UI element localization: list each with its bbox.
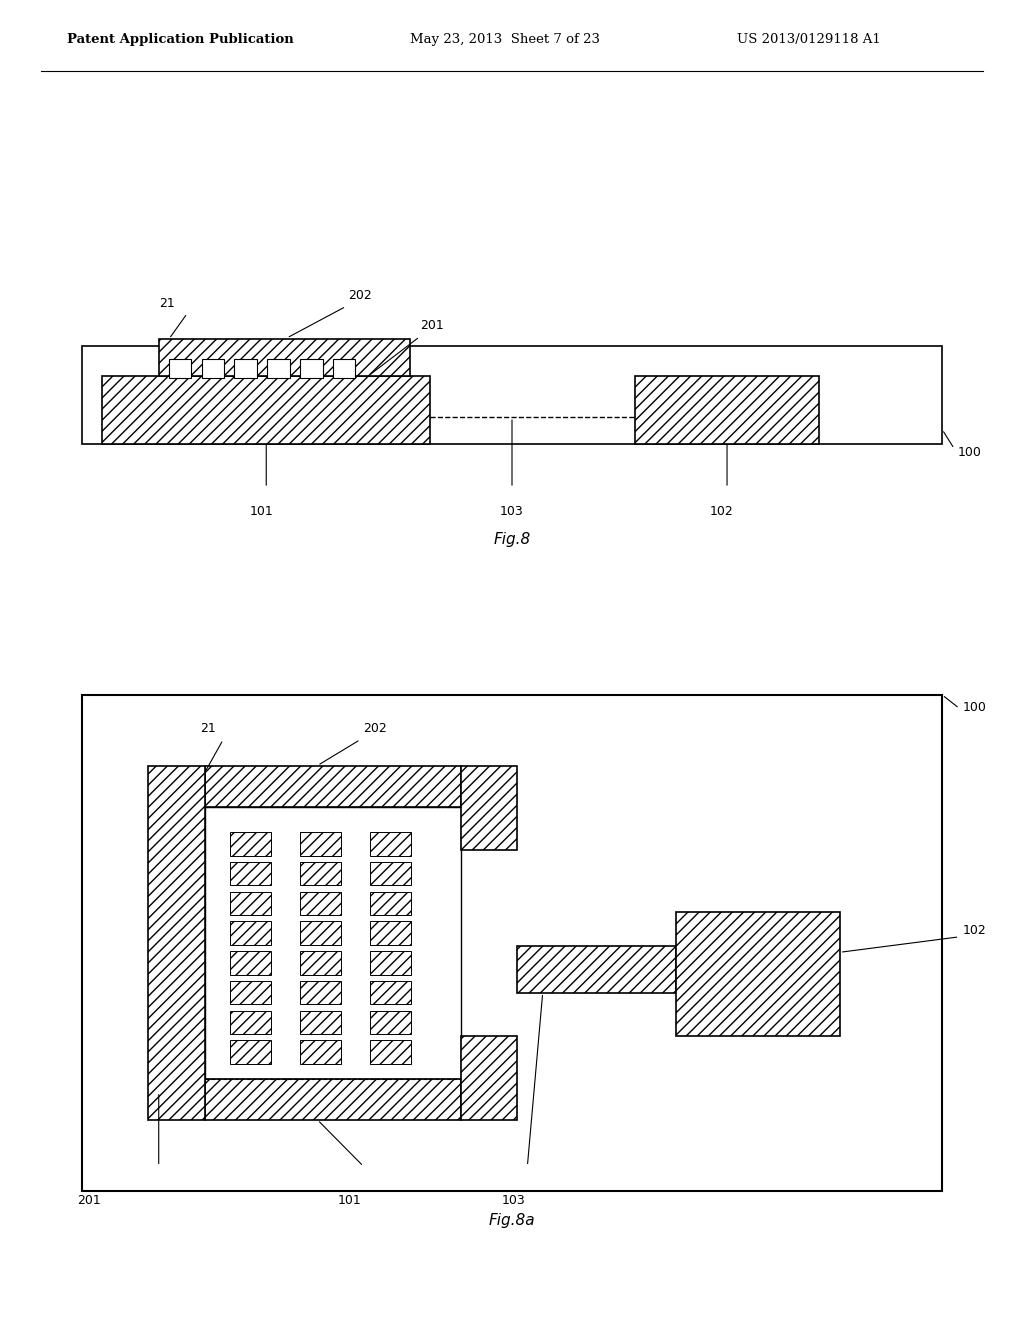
Bar — [205, 807, 461, 1080]
Bar — [300, 862, 341, 886]
Bar — [300, 952, 341, 974]
Text: May 23, 2013  Sheet 7 of 23: May 23, 2013 Sheet 7 of 23 — [410, 33, 600, 46]
Bar — [300, 359, 323, 378]
Bar — [370, 921, 411, 945]
Bar — [370, 862, 411, 886]
Text: Fig.8: Fig.8 — [494, 532, 530, 546]
Bar — [230, 952, 271, 974]
Text: Patent Application Publication: Patent Application Publication — [67, 33, 293, 46]
Bar — [461, 1036, 517, 1119]
Bar — [234, 359, 257, 378]
Bar — [635, 376, 819, 444]
Bar — [370, 952, 411, 974]
Text: 101: 101 — [338, 1195, 361, 1208]
Bar — [230, 1040, 271, 1064]
Bar — [102, 376, 430, 444]
Text: 100: 100 — [957, 446, 981, 459]
Bar — [230, 921, 271, 945]
Bar — [230, 891, 271, 915]
Text: 201: 201 — [77, 1195, 100, 1208]
Text: 202: 202 — [364, 722, 387, 735]
Text: 103: 103 — [500, 506, 524, 517]
Bar — [230, 981, 271, 1005]
Bar — [169, 359, 191, 378]
Bar — [370, 1011, 411, 1034]
Bar — [300, 891, 341, 915]
Text: 21: 21 — [200, 722, 215, 735]
Bar — [333, 359, 355, 378]
Text: 100: 100 — [963, 701, 986, 714]
Bar — [230, 862, 271, 886]
Bar — [267, 359, 290, 378]
Bar — [300, 832, 341, 855]
Bar — [300, 981, 341, 1005]
Bar — [370, 981, 411, 1005]
Bar — [676, 912, 840, 1036]
Bar — [300, 921, 341, 945]
Text: 102: 102 — [963, 924, 986, 937]
Text: 21: 21 — [159, 297, 174, 310]
Bar — [230, 1011, 271, 1034]
Bar — [370, 891, 411, 915]
Bar — [300, 1040, 341, 1064]
Bar — [159, 339, 410, 376]
Text: 202: 202 — [348, 289, 372, 302]
Bar — [82, 694, 942, 1191]
Text: 103: 103 — [502, 1195, 525, 1208]
Text: Fig.8a: Fig.8a — [488, 1213, 536, 1229]
Bar — [300, 1011, 341, 1034]
Text: 201: 201 — [420, 318, 443, 331]
Bar — [370, 1040, 411, 1064]
Bar — [148, 766, 205, 1119]
Bar — [205, 766, 461, 807]
Text: 101: 101 — [249, 506, 273, 517]
Text: 102: 102 — [710, 506, 734, 517]
Bar — [370, 832, 411, 855]
Bar — [82, 346, 942, 444]
Bar — [517, 946, 676, 993]
Bar — [205, 1080, 461, 1119]
Bar — [230, 832, 271, 855]
Bar — [461, 766, 517, 850]
Text: US 2013/0129118 A1: US 2013/0129118 A1 — [737, 33, 881, 46]
Bar — [202, 359, 224, 378]
